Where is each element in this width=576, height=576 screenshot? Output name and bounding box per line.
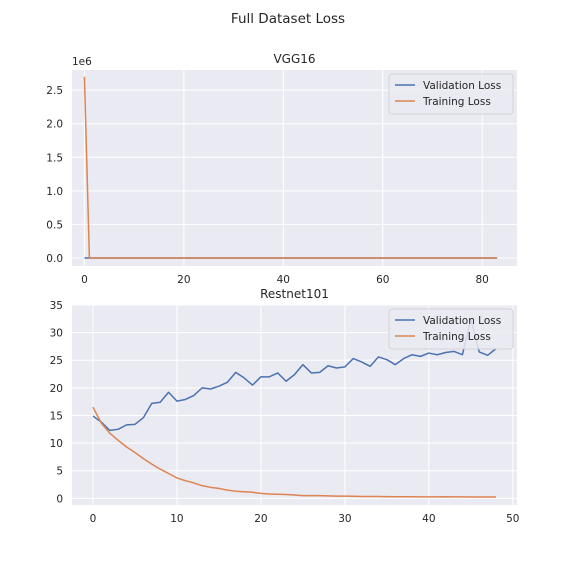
y-tick-label: 2.5 [46, 85, 63, 97]
y-tick-label: 35 [50, 300, 63, 312]
y-tick-label: 10 [50, 438, 63, 450]
x-tick-label: 20 [254, 513, 267, 525]
legend: Validation Loss Training Loss [388, 308, 514, 350]
series-line-validation [92, 318, 497, 432]
chart-title: Restnet101 [260, 287, 329, 301]
x-tick-label: 80 [476, 274, 489, 286]
y-tick-label: 0 [56, 493, 63, 505]
legend-label: Training Loss [422, 331, 491, 343]
x-tick-label: 10 [170, 513, 183, 525]
legend-label: Validation Loss [423, 315, 501, 327]
y-tick-label: 20 [50, 383, 63, 395]
legend-box [388, 308, 514, 350]
y-tick-label: 1.5 [46, 152, 63, 164]
chart-title: VGG16 [273, 52, 315, 66]
x-tick-label: 50 [506, 513, 519, 525]
x-tick-label: 0 [81, 274, 88, 286]
y-tick-label: 2.0 [46, 119, 63, 131]
y-tick-label: 5 [56, 466, 63, 478]
y-tick-label: 15 [50, 410, 63, 422]
legend-box [388, 73, 514, 115]
y-tick-label: 1.0 [46, 186, 63, 198]
x-tick-label: 30 [338, 513, 351, 525]
legend-label: Validation Loss [423, 80, 501, 92]
x-tick-label: 40 [422, 513, 435, 525]
y-tick-label: 30 [50, 328, 63, 340]
vgg16-chart: 0 20 40 60 80 0.0 0.5 1.0 1.5 2.0 2.5 1e6 VGG16 Valid… [46, 52, 517, 286]
x-tick-label: 40 [277, 274, 290, 286]
y-offset-label: 1e6 [72, 56, 92, 68]
legend-label: Training Loss [422, 96, 491, 108]
restnet101-chart: 0 10 20 30 40 50 0 5 10 15 20 25 30 35 Restnet101 Valid… [50, 287, 520, 525]
x-tick-label: 0 [90, 513, 97, 525]
x-tick-label: 60 [376, 274, 389, 286]
series-line-training [83, 76, 498, 259]
y-tick-label: 25 [50, 355, 63, 367]
y-tick-label: 0.0 [46, 253, 63, 265]
x-tick-label: 20 [177, 274, 190, 286]
series-line-training [92, 406, 497, 498]
figure-suptitle: Full Dataset Loss [231, 11, 345, 27]
y-tick-label: 0.5 [46, 219, 63, 231]
legend: Validation Loss Training Loss [388, 73, 514, 115]
